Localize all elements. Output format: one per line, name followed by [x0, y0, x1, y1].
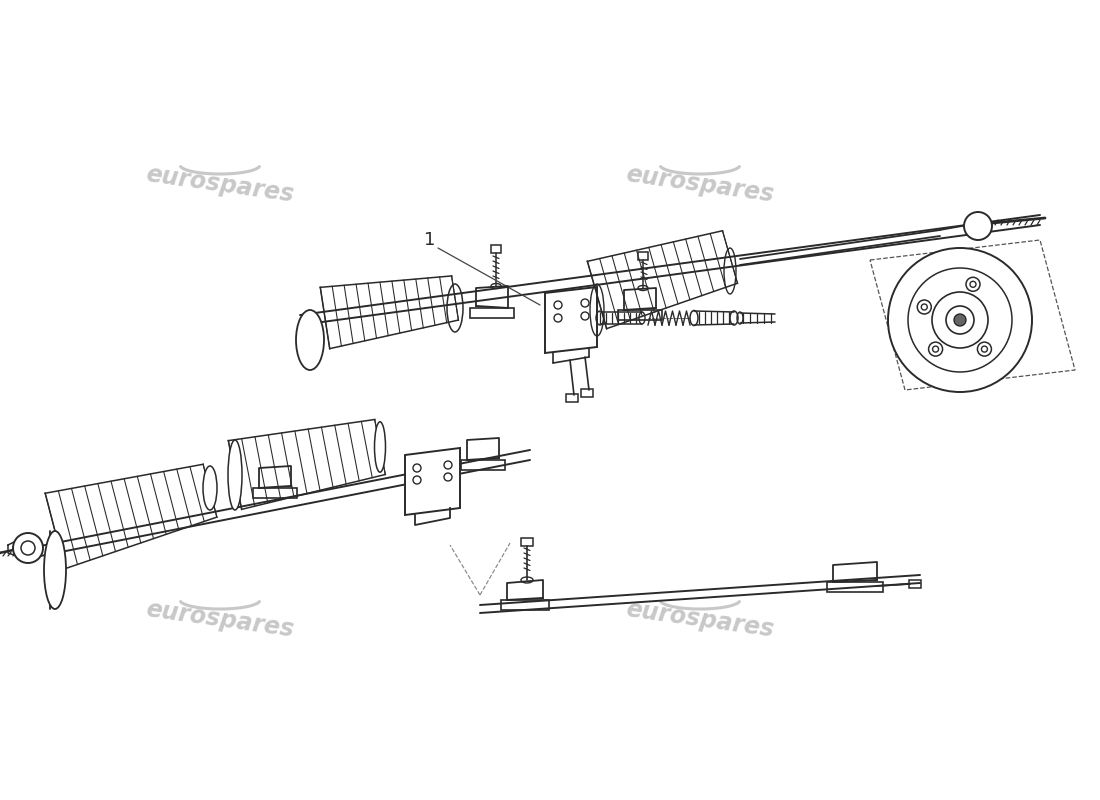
Circle shape	[954, 314, 966, 326]
Bar	[500, 600, 549, 610]
Bar	[581, 389, 593, 397]
Bar	[566, 394, 578, 402]
Circle shape	[964, 212, 992, 240]
Text: eurospares: eurospares	[625, 598, 776, 642]
Circle shape	[888, 248, 1032, 392]
Text: eurospares: eurospares	[144, 598, 296, 642]
Text: eurospares: eurospares	[144, 162, 296, 207]
Bar	[461, 460, 505, 470]
Ellipse shape	[374, 422, 385, 472]
Ellipse shape	[296, 310, 324, 370]
Bar	[491, 245, 501, 253]
Text: eurospares: eurospares	[625, 162, 776, 207]
Text: 1: 1	[425, 231, 436, 249]
Polygon shape	[544, 287, 597, 353]
Polygon shape	[405, 448, 460, 515]
Bar	[618, 310, 662, 320]
Circle shape	[13, 533, 43, 563]
Ellipse shape	[228, 440, 242, 510]
Ellipse shape	[44, 531, 66, 609]
Bar	[521, 538, 534, 546]
Bar	[253, 488, 297, 498]
Bar	[909, 580, 921, 588]
Bar	[638, 252, 648, 260]
Bar	[827, 582, 883, 592]
Bar	[470, 308, 514, 318]
Ellipse shape	[204, 466, 217, 510]
